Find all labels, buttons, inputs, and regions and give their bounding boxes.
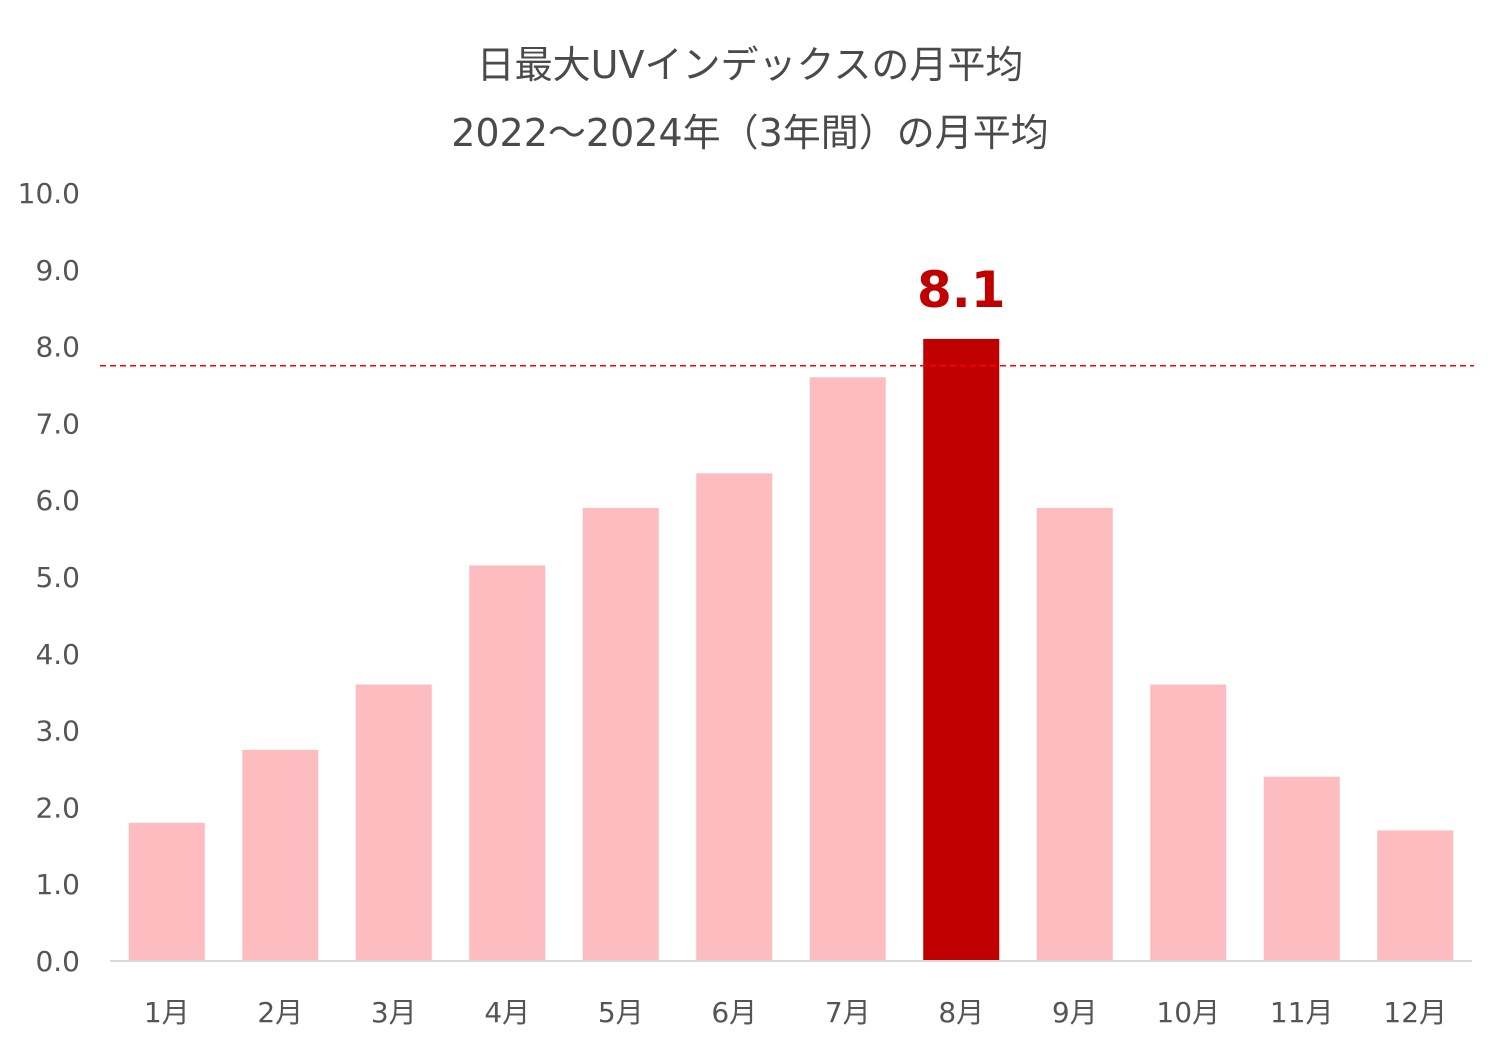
bar bbox=[242, 749, 319, 961]
bar bbox=[809, 377, 886, 961]
bar bbox=[469, 565, 546, 961]
highlight-value-label: 8.1 bbox=[917, 261, 1006, 319]
y-tick-label: 1.0 bbox=[35, 868, 80, 901]
x-tick-label: 5月 bbox=[598, 996, 644, 1029]
x-tick-label: 6月 bbox=[711, 996, 757, 1029]
y-tick-label: 3.0 bbox=[35, 715, 80, 748]
x-tick-label: 4月 bbox=[484, 996, 530, 1029]
y-tick-label: 0.0 bbox=[35, 945, 80, 978]
y-tick-label: 6.0 bbox=[35, 484, 80, 517]
x-tick-label: 12月 bbox=[1383, 996, 1447, 1029]
bar bbox=[1150, 684, 1227, 961]
bar bbox=[128, 822, 205, 961]
y-tick-label: 8.0 bbox=[35, 331, 80, 364]
x-tick-label: 1月 bbox=[144, 996, 190, 1029]
bars bbox=[128, 338, 1454, 961]
y-tick-label: 9.0 bbox=[35, 254, 80, 287]
x-tick-label: 9月 bbox=[1052, 996, 1098, 1029]
x-tick-label: 2月 bbox=[257, 996, 303, 1029]
x-axis: 1月 2月 3月 4月 5月 6月 7月 8月 9月 10月 11月 12月 bbox=[110, 960, 1472, 1029]
chart-subtitle: 2022～2024年（3年間）の月平均 bbox=[451, 111, 1049, 155]
x-tick-label: 11月 bbox=[1270, 996, 1334, 1029]
bar-highlight bbox=[923, 338, 1000, 961]
bar bbox=[1036, 507, 1113, 961]
bar bbox=[355, 684, 432, 961]
x-tick-label: 3月 bbox=[371, 996, 417, 1029]
y-tick-label: 5.0 bbox=[35, 561, 80, 594]
chart-title: 日最大UVインデックスの月平均 bbox=[476, 43, 1024, 87]
y-tick-label: 2.0 bbox=[35, 791, 80, 824]
bar bbox=[1377, 830, 1454, 961]
x-tick-label: 7月 bbox=[825, 996, 871, 1029]
bar bbox=[1263, 776, 1340, 961]
x-tick-label: 10月 bbox=[1156, 996, 1220, 1029]
x-tick-label: 8月 bbox=[938, 996, 984, 1029]
y-axis: 0.0 1.0 2.0 3.0 4.0 5.0 6.0 7.0 8.0 9.0 10.0 bbox=[18, 177, 80, 978]
bar bbox=[696, 473, 773, 961]
y-tick-label: 10.0 bbox=[18, 177, 80, 210]
bar bbox=[582, 507, 659, 961]
y-tick-label: 4.0 bbox=[35, 638, 80, 671]
data-labels: 8.1 bbox=[917, 261, 1006, 319]
y-tick-label: 7.0 bbox=[35, 407, 80, 440]
